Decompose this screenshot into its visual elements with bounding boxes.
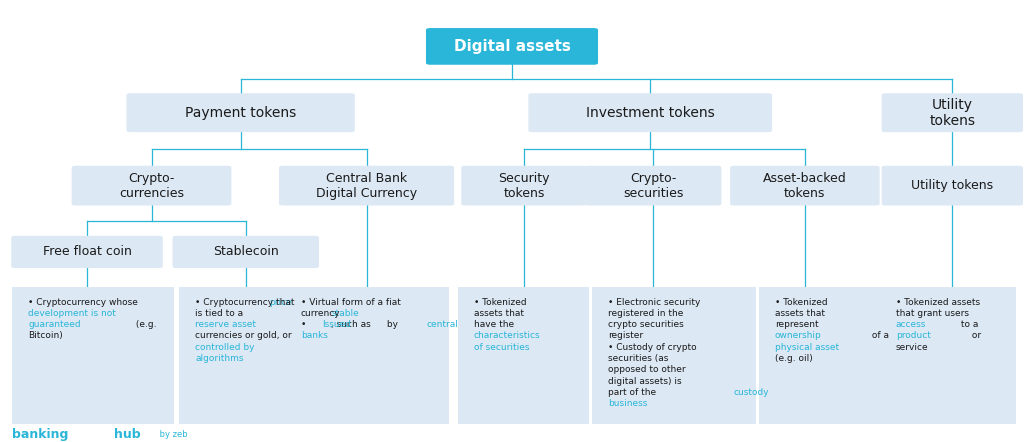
Text: Issued: Issued [322,320,350,329]
Text: of securities: of securities [474,343,529,352]
Text: characteristics: characteristics [474,332,541,340]
FancyBboxPatch shape [458,287,589,424]
FancyBboxPatch shape [172,236,319,268]
FancyBboxPatch shape [759,287,907,424]
Text: banking: banking [12,428,69,442]
Text: Crypto-
securities: Crypto- securities [624,171,683,200]
Text: Investment tokens: Investment tokens [586,106,715,120]
Text: Bitcoin): Bitcoin) [29,332,63,340]
Text: development is not: development is not [29,309,117,318]
Text: central: central [426,320,458,329]
Text: that grant users: that grant users [896,309,969,318]
Text: ownership: ownership [775,332,821,340]
Text: is tied to a: is tied to a [196,309,247,318]
Text: assets that: assets that [775,309,825,318]
Text: reserve asset: reserve asset [196,320,256,329]
Text: Digital assets: Digital assets [454,39,570,54]
Text: of a: of a [869,332,889,340]
Text: product: product [896,332,931,340]
FancyBboxPatch shape [528,93,772,132]
Text: or: or [969,332,981,340]
Text: • Tokenized: • Tokenized [474,297,526,307]
Text: Free float coin: Free float coin [43,245,131,259]
Text: custody: custody [733,388,769,397]
Text: currency: currency [301,309,340,318]
Text: (e.g. oil): (e.g. oil) [775,354,813,363]
Text: to a: to a [958,320,979,329]
Text: register: register [608,332,643,340]
FancyBboxPatch shape [882,93,1023,132]
Text: , such as: , such as [331,320,371,329]
Text: Utility
tokens: Utility tokens [930,98,975,128]
Text: • Tokenized: • Tokenized [775,297,827,307]
FancyBboxPatch shape [730,166,880,206]
Text: assets that: assets that [474,309,524,318]
Text: opposed to other: opposed to other [608,366,686,374]
Text: digital assets) is: digital assets) is [608,377,682,385]
FancyBboxPatch shape [127,93,355,132]
FancyBboxPatch shape [880,287,1016,424]
FancyBboxPatch shape [285,287,449,424]
Text: Central Bank
Digital Currency: Central Bank Digital Currency [316,171,417,200]
FancyBboxPatch shape [461,166,588,206]
FancyBboxPatch shape [586,166,721,206]
Text: represent: represent [775,320,818,329]
FancyBboxPatch shape [11,236,163,268]
Text: • Electronic security: • Electronic security [608,297,700,307]
Text: controlled by: controlled by [196,343,255,352]
Text: algorithms: algorithms [196,354,244,363]
Text: banks: banks [301,332,328,340]
Text: by zeb: by zeb [157,431,187,439]
Text: have the: have the [474,320,514,329]
Text: • Tokenized assets: • Tokenized assets [896,297,980,307]
FancyBboxPatch shape [426,28,598,65]
Text: Security
tokens: Security tokens [499,171,550,200]
Text: physical asset: physical asset [775,343,839,352]
Text: • Cryptocurrency that: • Cryptocurrency that [196,297,295,307]
Text: • Cryptocurrency whose: • Cryptocurrency whose [29,297,141,307]
Text: business: business [608,399,647,408]
Text: (e.g.: (e.g. [133,320,157,329]
FancyBboxPatch shape [72,166,231,206]
Text: price: price [269,297,292,307]
Text: Utility tokens: Utility tokens [911,179,993,192]
Text: service: service [896,343,929,352]
Text: part of the: part of the [608,388,659,397]
Text: guaranteed: guaranteed [29,320,81,329]
FancyBboxPatch shape [592,287,756,424]
Text: securities (as: securities (as [608,354,669,363]
Text: currencies or gold, or: currencies or gold, or [196,332,292,340]
Text: Asset-backed
tokens: Asset-backed tokens [763,171,847,200]
FancyBboxPatch shape [12,287,174,424]
Text: • Custody of crypto: • Custody of crypto [608,343,696,352]
Text: Crypto-
currencies: Crypto- currencies [119,171,184,200]
FancyBboxPatch shape [279,166,455,206]
Text: • Virtual form of a fiat: • Virtual form of a fiat [301,297,400,307]
Text: Stablecoin: Stablecoin [213,245,279,259]
FancyBboxPatch shape [882,166,1023,206]
Text: by: by [384,320,401,329]
FancyBboxPatch shape [179,287,346,424]
Text: access: access [896,320,926,329]
Text: registered in the: registered in the [608,309,683,318]
Text: hub: hub [114,428,140,442]
Text: •: • [301,320,309,329]
Text: Payment tokens: Payment tokens [185,106,296,120]
Text: stable: stable [331,309,359,318]
Text: crypto securities: crypto securities [608,320,684,329]
